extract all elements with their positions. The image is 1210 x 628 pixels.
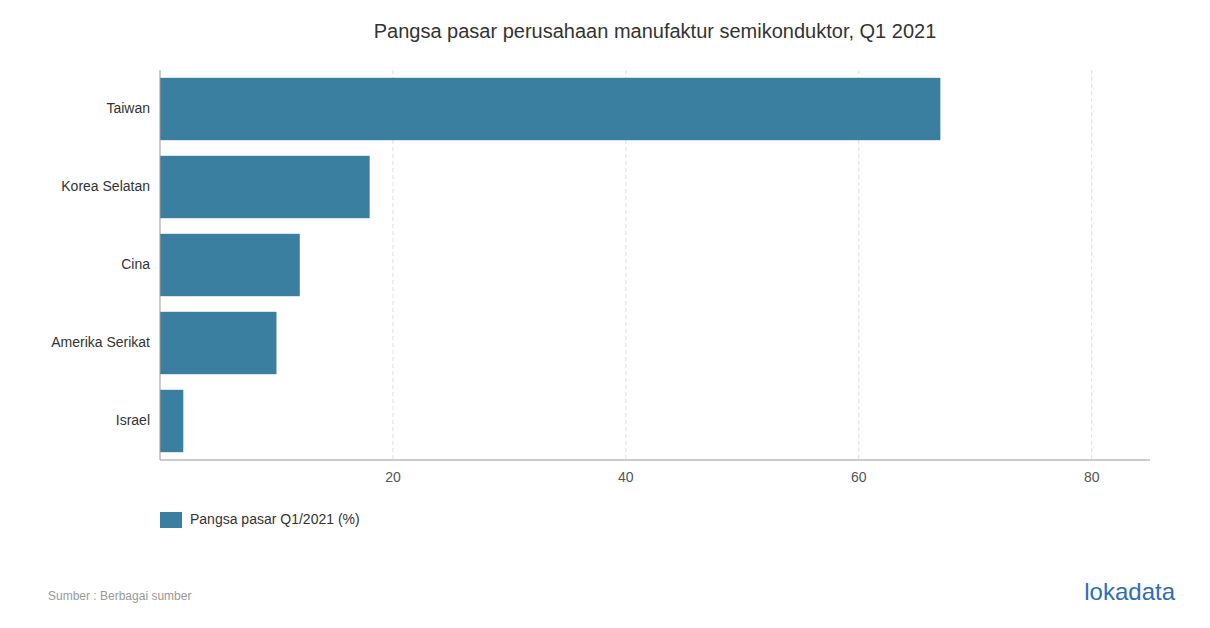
- x-axis-line: [160, 460, 1150, 461]
- bar: [160, 78, 940, 140]
- legend: Pangsa pasar Q1/2021 (%): [160, 511, 360, 528]
- grid-line: [1091, 70, 1092, 460]
- bars: [160, 78, 940, 452]
- tick-label: 40: [618, 469, 634, 485]
- category-label: Amerika Serikat: [51, 334, 150, 350]
- chart-container: Pangsa pasar perusahaan manufaktur semik…: [0, 0, 1210, 628]
- category-label: Israel: [116, 412, 150, 428]
- category-label: Korea Selatan: [61, 178, 150, 194]
- source-text: Sumber : Berbagai sumber: [48, 589, 191, 603]
- bar: [160, 390, 183, 452]
- tick-label: 60: [851, 469, 867, 485]
- tick-label: 20: [385, 469, 401, 485]
- legend-label: Pangsa pasar Q1/2021 (%): [190, 511, 360, 527]
- legend-swatch: [160, 512, 182, 528]
- tick-label: 80: [1084, 469, 1100, 485]
- y-axis-line: [160, 70, 161, 460]
- bar: [160, 234, 300, 296]
- chart: Pangsa pasar perusahaan manufaktur semik…: [0, 0, 1210, 628]
- logo-text: lokadata: [1084, 578, 1175, 605]
- title: Pangsa pasar perusahaan manufaktur semik…: [374, 20, 937, 42]
- category-label: Taiwan: [106, 100, 150, 116]
- category-label: Cina: [121, 256, 150, 272]
- bar: [160, 312, 276, 374]
- bar: [160, 156, 370, 218]
